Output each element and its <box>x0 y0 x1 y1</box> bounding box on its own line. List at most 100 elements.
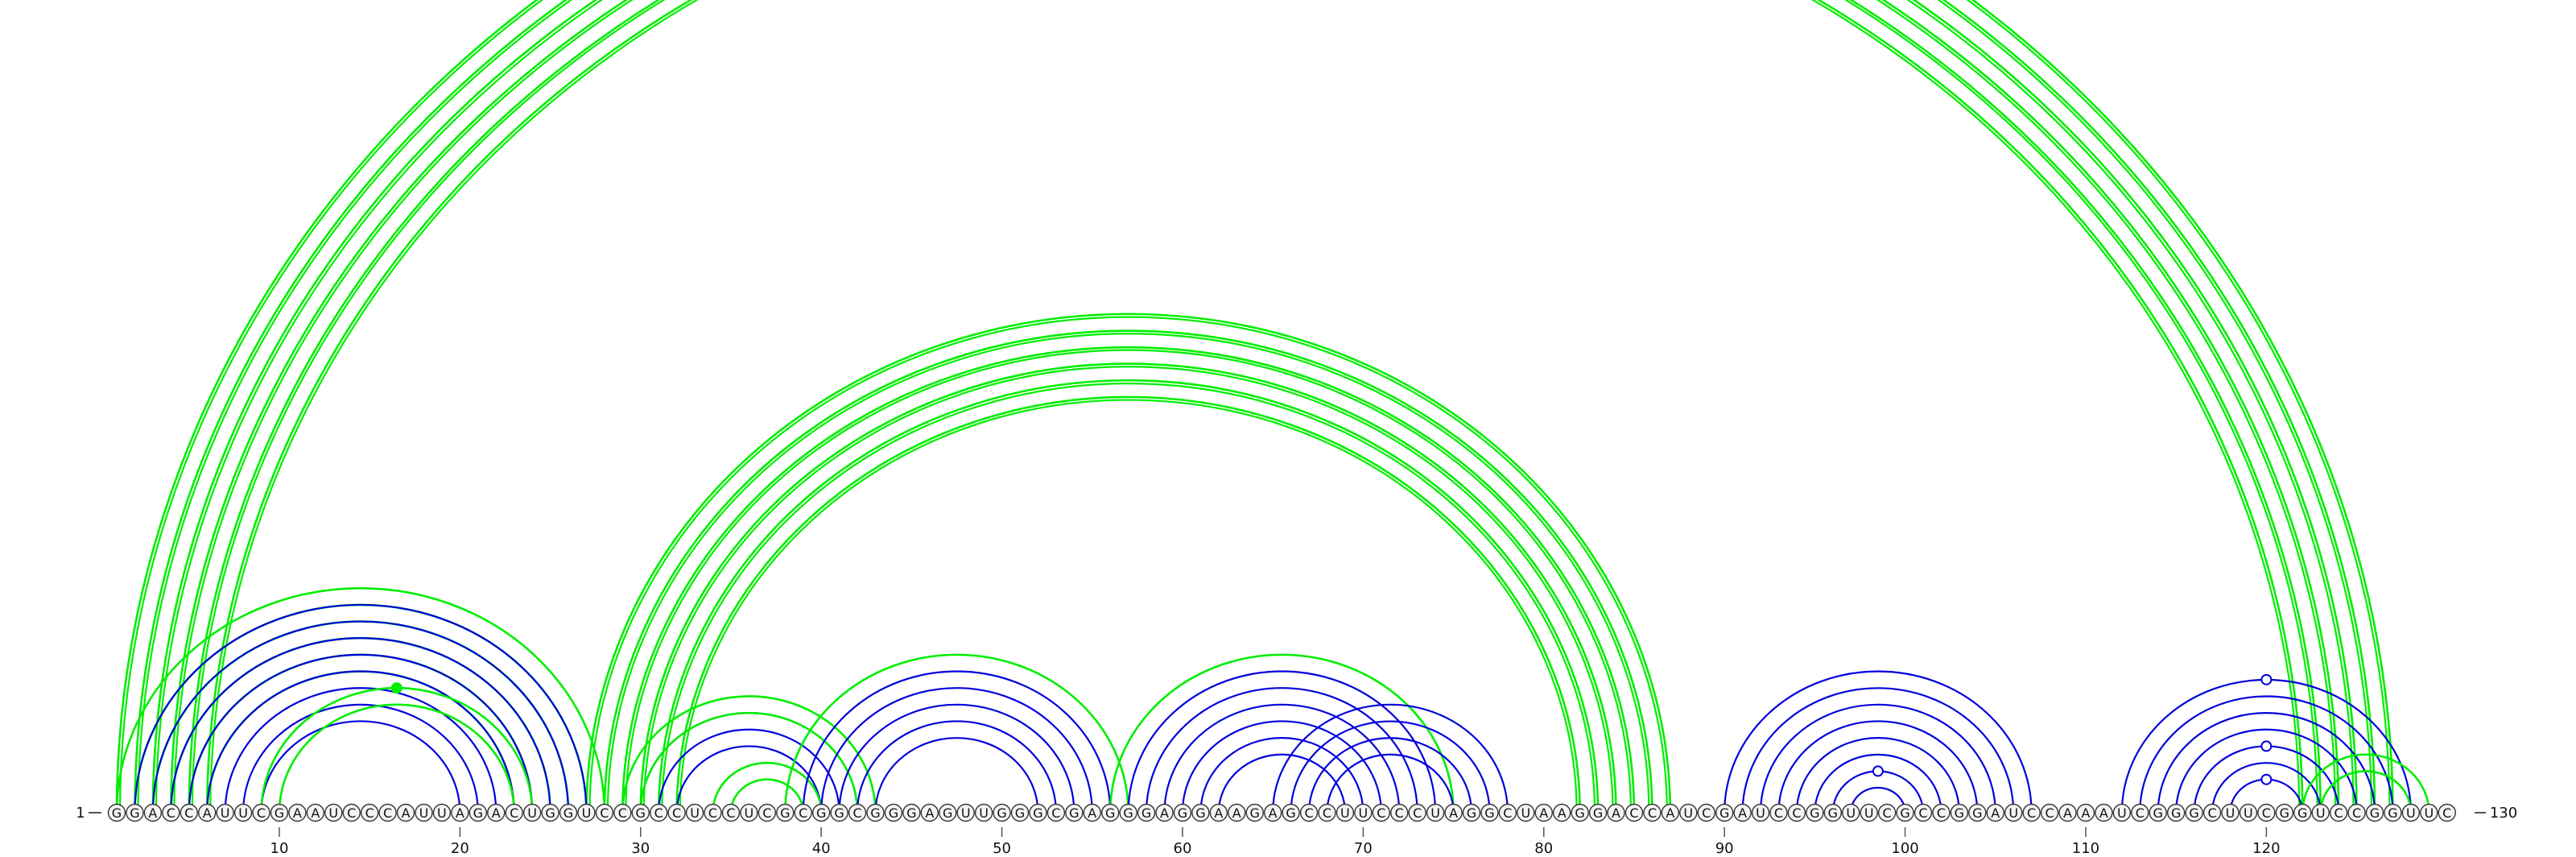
nucleotide-letter-21: G <box>473 805 483 821</box>
nucleotide-letter-121: G <box>2280 805 2289 821</box>
nucleotide-letter-120: C <box>2262 805 2271 821</box>
nucleotide-81: A <box>1552 803 1571 822</box>
nucleotide-letter-13: U <box>328 805 338 821</box>
nucleotide-letter-34: C <box>708 805 717 821</box>
nucleotide-circle-38 <box>776 803 795 822</box>
nucleotide-letter-32: C <box>672 805 681 821</box>
nucleotide-circle-52 <box>1029 803 1047 822</box>
nucleotide-circle-33 <box>685 803 704 822</box>
nucleotide-letter-51: G <box>1015 805 1025 821</box>
nucleotide-125: C <box>2347 803 2366 822</box>
nucleotide-91: A <box>1733 803 1752 822</box>
nucleotide-letter-100: G <box>1900 805 1909 821</box>
nucleotide-letter-1: G <box>112 805 122 821</box>
nucleotide-circle-57 <box>1119 803 1137 822</box>
blue-arc-60-71 <box>1181 720 1382 814</box>
blue-arc-113-127 <box>2139 695 2394 814</box>
blue-arc-30-42 <box>639 712 859 814</box>
nucleotide-letter-128: U <box>2406 805 2416 821</box>
nucleotide-circle-101 <box>1913 803 1933 822</box>
nucleotide-circle-95 <box>1806 803 1824 822</box>
nucleotide-circle-30 <box>631 803 650 822</box>
nucleotide-circle-93 <box>1769 803 1788 822</box>
nucleotide-circle-48 <box>956 803 975 822</box>
blue-arc-42-53 <box>856 720 1057 814</box>
nucleotide-14: C <box>342 803 361 822</box>
blue-arc-94-103 <box>1795 736 1960 814</box>
nucleotide-letter-2: G <box>130 805 139 821</box>
nucleotide-130: C <box>2438 803 2456 822</box>
nucleotide-circle-99 <box>1877 803 1897 822</box>
nucleotide-letter-63: A <box>1232 805 1241 821</box>
nucleotide-letter-29: C <box>618 805 627 821</box>
tick-label-90: 90 <box>1715 840 1734 857</box>
nucleotide-circle-105 <box>1986 803 2004 822</box>
nucleotide-circle-91 <box>1733 803 1752 822</box>
nucleotide-circle-7 <box>216 803 234 822</box>
nucleotide-128: U <box>2401 803 2421 822</box>
nucleotide-circle-120 <box>2257 803 2276 822</box>
nucleotide-letter-35: C <box>726 805 735 821</box>
nucleotide-circle-47 <box>939 803 957 822</box>
blue-arc-40-55 <box>820 687 1093 814</box>
nucleotide-letter-8: U <box>238 805 248 821</box>
nucleotide-30: G <box>631 803 650 822</box>
nucleotide-letter-7: U <box>221 805 230 821</box>
nucleotide-2: G <box>126 803 144 822</box>
nucleotide-letter-52: G <box>1033 805 1042 821</box>
nucleotide-letter-20: A <box>456 805 464 821</box>
nucleotide-44: G <box>884 803 903 822</box>
blue-arc-67-76 <box>1307 736 1473 814</box>
tick-label-110: 110 <box>2072 840 2099 857</box>
nucleotide-108: C <box>2040 803 2059 822</box>
blue-arc-marker-5 <box>2260 740 2273 752</box>
nucleotide-43: G <box>866 803 885 822</box>
nucleotide-63: A <box>1228 803 1246 822</box>
nucleotide-22: A <box>487 803 506 822</box>
green-arc-34-40 <box>712 761 823 814</box>
nucleotide-circle-6 <box>198 803 217 822</box>
tick-label-50: 50 <box>993 840 1011 857</box>
nucleotide-26: G <box>559 803 578 822</box>
nucleotide-circle-59 <box>1155 803 1174 822</box>
nucleotide-19: U <box>432 803 452 822</box>
nucleotide-88: U <box>1679 803 1698 822</box>
nucleotide-9: C <box>252 803 270 822</box>
nucleotide-circle-71 <box>1372 803 1391 822</box>
green-arc-2-126 <box>134 0 2376 814</box>
nucleotide-letter-89: C <box>1702 805 1711 821</box>
nucleotide-114: G <box>2149 803 2167 822</box>
nucleotide-120: C <box>2257 803 2276 822</box>
nucleotide-101: C <box>1913 803 1933 822</box>
nucleotide-circle-69 <box>1335 803 1355 822</box>
green-arc-3-125 <box>151 0 2358 814</box>
nucleotide-circle-51 <box>1010 803 1030 822</box>
nucleotide-52: G <box>1029 803 1047 822</box>
arc-layer <box>115 0 2430 814</box>
nucleotide-letter-79: U <box>1521 805 1530 821</box>
nucleotide-circle-129 <box>2420 803 2438 822</box>
nucleotide-circle-108 <box>2040 803 2059 822</box>
nucleotide-56: G <box>1100 803 1120 822</box>
nucleotide-107: C <box>2022 803 2041 822</box>
nucleotide-letter-123: U <box>2316 805 2326 821</box>
green-arc-123-128 <box>2319 770 2413 814</box>
nucleotide-94: C <box>1787 803 1806 822</box>
green-arc-4-124 <box>170 0 2340 814</box>
nucleotide-116: G <box>2185 803 2203 822</box>
nucleotide-circle-1 <box>107 803 126 822</box>
nucleotide-circle-122 <box>2293 803 2312 822</box>
nucleotide-circle-107 <box>2022 803 2041 822</box>
blue-arc-90-107 <box>1724 670 2033 814</box>
nucleotide-13: U <box>324 803 343 822</box>
nucleotide-57: G <box>1119 803 1137 822</box>
blue-arc-41-54 <box>838 703 1075 814</box>
nucleotide-circle-128 <box>2401 803 2421 822</box>
nucleotide-83: G <box>1588 803 1608 822</box>
nucleotide-letter-88: U <box>1683 805 1693 821</box>
green-arc-5-123 <box>188 0 2322 814</box>
nucleotide-letter-73: C <box>1413 805 1422 821</box>
nucleotide-circle-56 <box>1100 803 1120 822</box>
tick-label-10: 10 <box>270 840 289 857</box>
tick-label-100: 100 <box>1891 840 1918 857</box>
